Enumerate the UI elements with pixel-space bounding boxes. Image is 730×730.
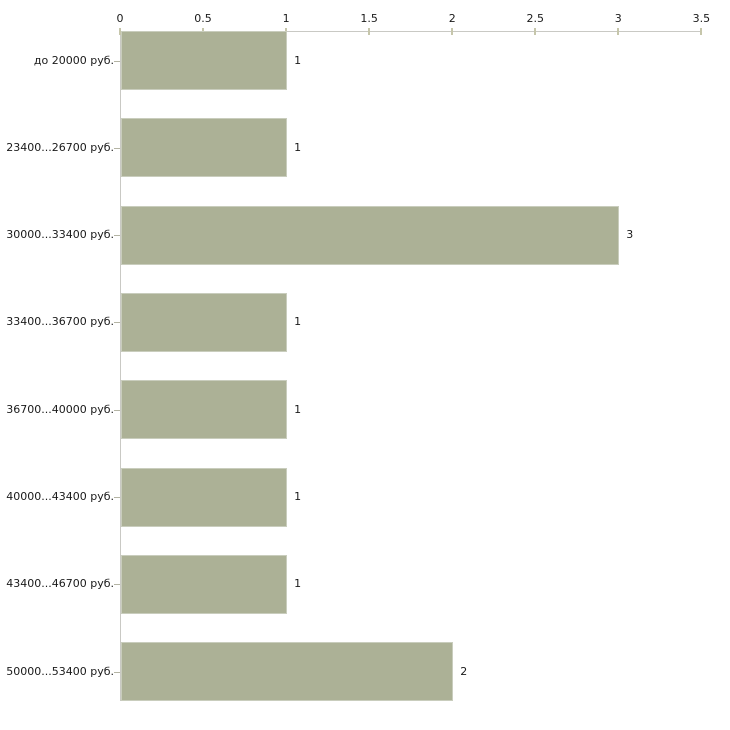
- bar-value-label: 1: [294, 402, 302, 416]
- category-label: 30000...33400 руб.: [6, 228, 114, 242]
- x-axis-tick-mark: [700, 28, 703, 35]
- bar: [121, 292, 288, 352]
- bar: [121, 642, 454, 702]
- y-axis-tick-mark: [114, 671, 120, 673]
- bar: [121, 31, 288, 90]
- y-axis-tick-mark: [114, 60, 120, 62]
- category-label: 43400...46700 руб.: [6, 577, 114, 591]
- bar: [121, 554, 288, 614]
- bar: [121, 118, 288, 178]
- x-axis-tick-label: 3.5: [692, 12, 711, 25]
- bar: [121, 380, 288, 440]
- y-axis-tick-mark: [114, 147, 120, 149]
- x-axis-tick-label: 0: [116, 12, 124, 25]
- category-label: 23400...26700 руб.: [6, 140, 114, 154]
- x-axis-tick-label: 2.5: [526, 12, 545, 25]
- y-axis-tick-mark: [114, 322, 120, 324]
- bar-value-label: 1: [294, 490, 302, 503]
- y-axis-tick-mark: [114, 497, 120, 498]
- x-axis-tick-mark: [119, 28, 121, 35]
- bar-value-label: 2: [460, 664, 468, 678]
- x-axis-tick-mark: [617, 28, 620, 35]
- x-axis-tick-mark: [368, 28, 371, 35]
- bar-value-label: 3: [626, 228, 634, 242]
- y-axis-tick-mark: [114, 235, 120, 237]
- x-axis-tick-label: 2: [448, 12, 456, 25]
- bar-value-label: 1: [294, 315, 302, 329]
- bar-value-label: 1: [294, 53, 302, 67]
- x-axis-tick-label: 0.5: [194, 12, 212, 25]
- category-label: 50000...53400 руб.: [6, 664, 114, 678]
- bar: [121, 467, 288, 527]
- x-axis-line: [120, 31, 702, 32]
- y-axis-line: [120, 31, 121, 702]
- x-axis-tick-label: 3: [614, 12, 622, 25]
- x-axis-tick-mark: [451, 28, 454, 35]
- y-axis-tick-mark: [114, 584, 120, 586]
- y-axis-tick-mark: [114, 409, 120, 411]
- bar-value-label: 1: [294, 140, 302, 154]
- bar: [121, 205, 620, 265]
- category-label: 36700...40000 руб.: [6, 402, 114, 416]
- x-axis-tick-label: 1.5: [360, 12, 378, 25]
- bar-value-label: 1: [294, 577, 302, 591]
- category-label: до 20000 руб.: [33, 53, 114, 67]
- category-label: 33400...36700 руб.: [6, 315, 114, 329]
- category-label: 40000...43400 руб.: [6, 490, 114, 503]
- x-axis-tick-mark: [534, 28, 537, 35]
- x-axis-tick-label: 1: [282, 12, 290, 25]
